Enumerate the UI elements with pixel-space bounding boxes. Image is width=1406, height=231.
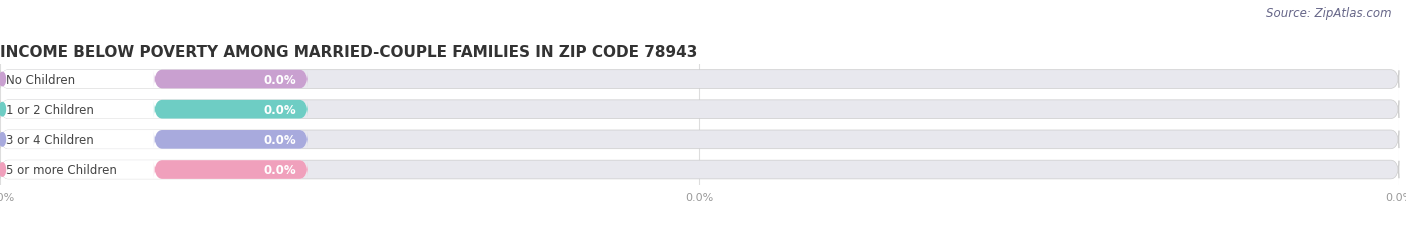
Text: 1 or 2 Children: 1 or 2 Children (6, 103, 94, 116)
Text: 0.0%: 0.0% (264, 133, 297, 146)
FancyBboxPatch shape (0, 131, 308, 149)
FancyBboxPatch shape (153, 70, 308, 89)
Text: 5 or more Children: 5 or more Children (6, 163, 117, 176)
Text: 3 or 4 Children: 3 or 4 Children (6, 133, 93, 146)
FancyBboxPatch shape (0, 100, 1399, 119)
Text: Source: ZipAtlas.com: Source: ZipAtlas.com (1267, 7, 1392, 20)
Text: 0.0%: 0.0% (264, 103, 297, 116)
Circle shape (0, 103, 6, 116)
FancyBboxPatch shape (153, 131, 308, 149)
FancyBboxPatch shape (153, 100, 308, 119)
FancyBboxPatch shape (0, 161, 308, 179)
Text: 0.0%: 0.0% (264, 73, 297, 86)
Text: 0.0%: 0.0% (264, 163, 297, 176)
FancyBboxPatch shape (153, 161, 308, 179)
Circle shape (0, 133, 6, 146)
FancyBboxPatch shape (0, 70, 308, 89)
Circle shape (0, 73, 6, 86)
FancyBboxPatch shape (0, 100, 308, 119)
FancyBboxPatch shape (0, 131, 1399, 149)
FancyBboxPatch shape (0, 161, 1399, 179)
Text: No Children: No Children (6, 73, 75, 86)
Text: INCOME BELOW POVERTY AMONG MARRIED-COUPLE FAMILIES IN ZIP CODE 78943: INCOME BELOW POVERTY AMONG MARRIED-COUPL… (0, 44, 697, 59)
FancyBboxPatch shape (0, 70, 1399, 89)
Circle shape (0, 163, 6, 176)
